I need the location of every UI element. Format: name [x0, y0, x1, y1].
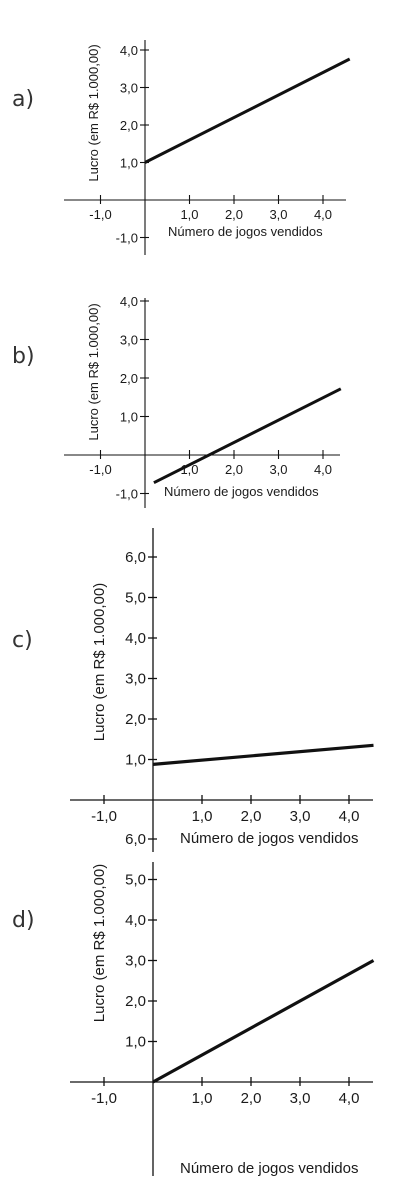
series-line: [144, 57, 351, 164]
x-tick-label: 4,0: [339, 1090, 360, 1107]
y-tick-label: 1,0: [125, 752, 146, 769]
y-axis-label: Lucro (em R$ 1.000,00): [91, 583, 108, 741]
x-tick-label: 4,0: [339, 808, 360, 825]
x-axis-label: Número de jogos vendidos: [164, 484, 319, 499]
y-tick-label: 3,0: [120, 81, 138, 96]
y-tick-label: 4,0: [125, 912, 146, 929]
x-tick-label: 2,0: [241, 808, 262, 825]
y-tick-label: 5,0: [125, 590, 146, 607]
chart-c: -1,0 1,0 2,0 3,0 4,0 1,0 2,0 3,0 4,0 5,0 6,0 Número…: [70, 528, 374, 852]
y-tick-label: 5,0: [125, 872, 146, 889]
y-axis-label: Lucro (em R$ 1.000,00): [91, 864, 108, 1022]
y-tick-label: 4,0: [120, 43, 138, 58]
y-axis-label: Lucro (em R$ 1.000,00): [86, 44, 101, 181]
x-tick-label: 3,0: [290, 808, 311, 825]
y-tick-label: 1,0: [125, 1034, 146, 1051]
y-tick-label: 2,0: [125, 993, 146, 1010]
y-tick-label: 4,0: [125, 630, 146, 647]
x-tick-label: 3,0: [269, 462, 287, 477]
y-tick-label: -1,0: [116, 231, 138, 246]
option-c-label: c): [12, 628, 33, 653]
y-tick-label: 1,0: [120, 410, 138, 425]
series-line: [153, 387, 342, 485]
y-tick-label: 2,0: [120, 371, 138, 386]
y-tick-label: 3,0: [125, 671, 146, 688]
x-axis-label: Número de jogos vendidos: [168, 224, 323, 239]
y-tick-label: 2,0: [125, 711, 146, 728]
series-line: [152, 743, 374, 766]
chart-a: -1,0 1,0 2,0 3,0 4,0 -1,0 1,0 2,0 3,0 4,0 Número d…: [64, 40, 351, 255]
y-tick-label: 2,0: [120, 118, 138, 133]
x-tick-label: 3,0: [290, 1090, 311, 1107]
y-tick-label: 3,0: [125, 953, 146, 970]
x-tick-label: 2,0: [225, 462, 243, 477]
y-tick-label: 1,0: [120, 156, 138, 171]
x-tick-label: 1,0: [192, 808, 213, 825]
y-axis-label: Lucro (em R$ 1.000,00): [86, 303, 101, 440]
x-axis-label: Número de jogos vendidos: [180, 1160, 358, 1177]
x-tick-label: 3,0: [269, 207, 287, 222]
y-tick-label: -1,0: [116, 487, 138, 502]
x-tick-label: 1,0: [192, 1090, 213, 1107]
y-tick-label: 4,0: [120, 294, 138, 309]
y-tick-label: 6,0: [125, 549, 146, 566]
x-tick-label: 1,0: [180, 207, 198, 222]
x-tick-label: -1,0: [89, 462, 111, 477]
option-d-label: d): [12, 908, 35, 933]
x-tick-label: 4,0: [314, 462, 332, 477]
x-tick-label: -1,0: [91, 808, 117, 825]
x-tick-label: 2,0: [225, 207, 243, 222]
option-b-label: b): [12, 344, 35, 369]
x-tick-label: -1,0: [91, 1090, 117, 1107]
y-tick-label: 6,0: [125, 831, 146, 848]
x-axis-label: Número de jogos vendidos: [180, 830, 358, 847]
option-a-label: a): [12, 87, 35, 112]
series-line: [152, 959, 375, 1084]
x-tick-label: -1,0: [89, 207, 111, 222]
chart-d: -1,0 1,0 2,0 3,0 4,0 1,0 2,0 3,0 4,0 5,0 6,0 Número…: [70, 831, 375, 1177]
y-tick-label: 3,0: [120, 333, 138, 348]
x-tick-label: 4,0: [314, 207, 332, 222]
x-tick-label: 2,0: [241, 1090, 262, 1107]
